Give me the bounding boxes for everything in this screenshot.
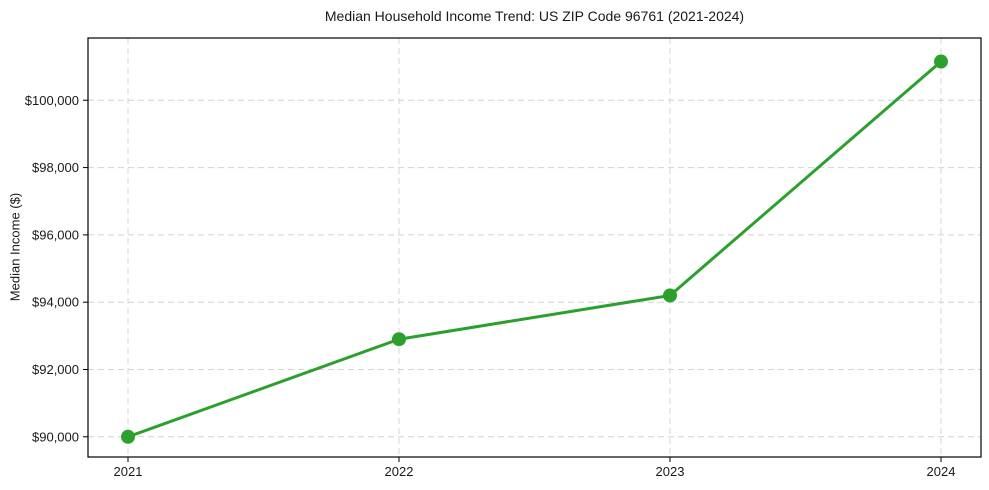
- y-tick-label: $94,000: [32, 295, 79, 310]
- plot-border: [87, 37, 982, 458]
- y-tick-label: $92,000: [32, 362, 79, 377]
- y-axis-title: Median Income ($): [7, 192, 23, 302]
- y-tick-label: $90,000: [32, 429, 79, 444]
- chart-title: Median Household Income Trend: US ZIP Co…: [324, 8, 745, 24]
- trend-line: [126, 60, 943, 439]
- data-point-2021: [121, 429, 135, 444]
- x-tick-label: 2021: [114, 464, 143, 479]
- y-tick-label: $98,000: [32, 160, 79, 175]
- x-tick-label: 2023: [656, 464, 685, 479]
- x-tick-label: 2024: [927, 464, 956, 479]
- x-tick-label: 2022: [385, 464, 414, 479]
- data-point-2024: [934, 54, 948, 69]
- y-tick-label: $96,000: [32, 227, 79, 242]
- data-point-2022: [392, 332, 406, 347]
- y-tick-label: $100,000: [25, 93, 79, 108]
- data-point-2023: [663, 288, 677, 303]
